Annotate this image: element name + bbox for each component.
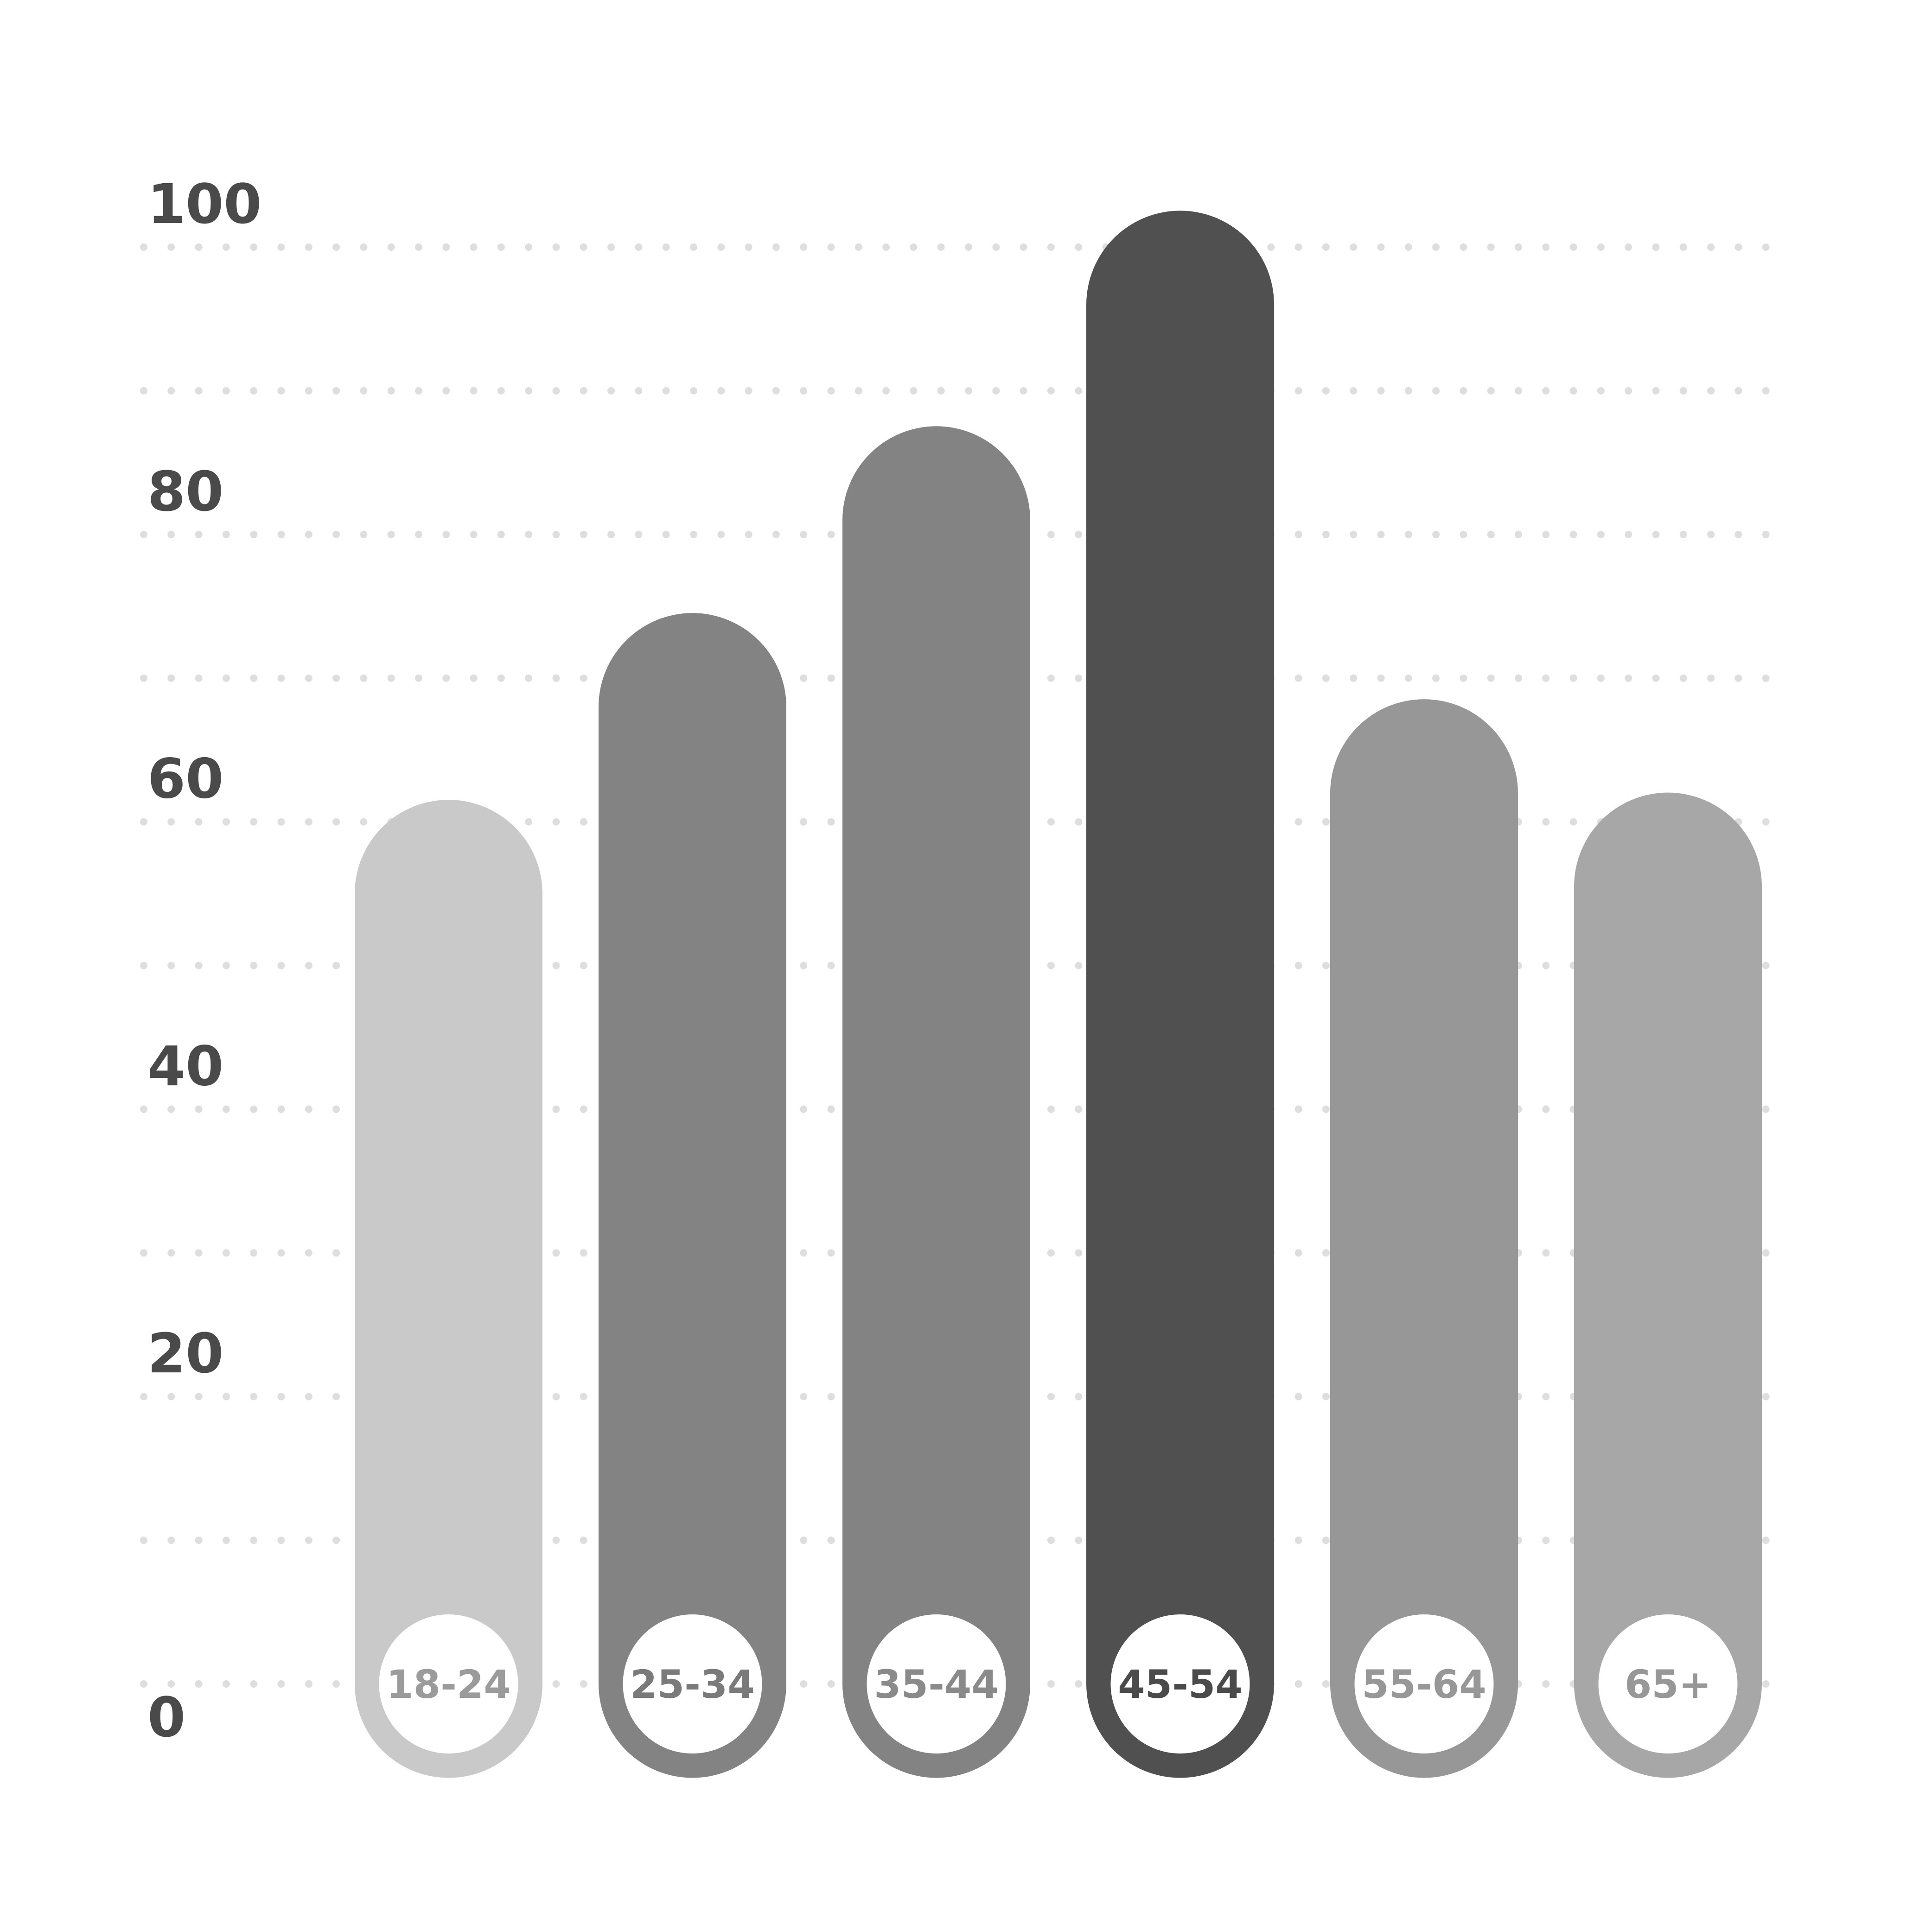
y-tick-label: 20 <box>147 1321 223 1385</box>
y-tick-label: 100 <box>147 172 261 236</box>
category-label: 35-44 <box>874 1662 999 1707</box>
y-tick-label: 0 <box>147 1685 185 1749</box>
bars: 18-24 25-34 35-44 45-54 55-64 65+ <box>355 210 1762 1778</box>
category-label: 18-24 <box>386 1662 511 1707</box>
bar-group: 18-24 <box>355 800 542 1778</box>
category-badge <box>1598 1614 1738 1753</box>
bar <box>842 426 1030 1778</box>
bar <box>1574 792 1762 1778</box>
bar-group: 45-54 <box>1086 210 1274 1778</box>
category-badge <box>379 1614 518 1753</box>
y-tick-label: 80 <box>147 459 223 523</box>
category-label: 55-64 <box>1362 1662 1486 1707</box>
category-badge <box>1354 1614 1494 1753</box>
y-tick-label: 60 <box>147 747 223 811</box>
category-label: 25-34 <box>630 1662 755 1707</box>
bar <box>1330 699 1518 1778</box>
category-badge <box>867 1614 1006 1753</box>
bar-group: 25-34 <box>599 613 786 1778</box>
bar-group: 35-44 <box>842 426 1030 1778</box>
category-badge <box>623 1614 762 1753</box>
bar-group: 65+ <box>1574 792 1762 1778</box>
bar <box>355 800 542 1778</box>
y-tick-label: 40 <box>147 1034 223 1098</box>
category-label: 65+ <box>1625 1662 1711 1707</box>
bar <box>599 613 786 1778</box>
category-label: 45-54 <box>1118 1662 1243 1707</box>
category-badge <box>1110 1614 1250 1753</box>
y-axis-ticks: 0 20 40 60 80 100 <box>147 172 261 1749</box>
bar-group: 55-64 <box>1330 699 1518 1778</box>
bar <box>1086 210 1274 1778</box>
